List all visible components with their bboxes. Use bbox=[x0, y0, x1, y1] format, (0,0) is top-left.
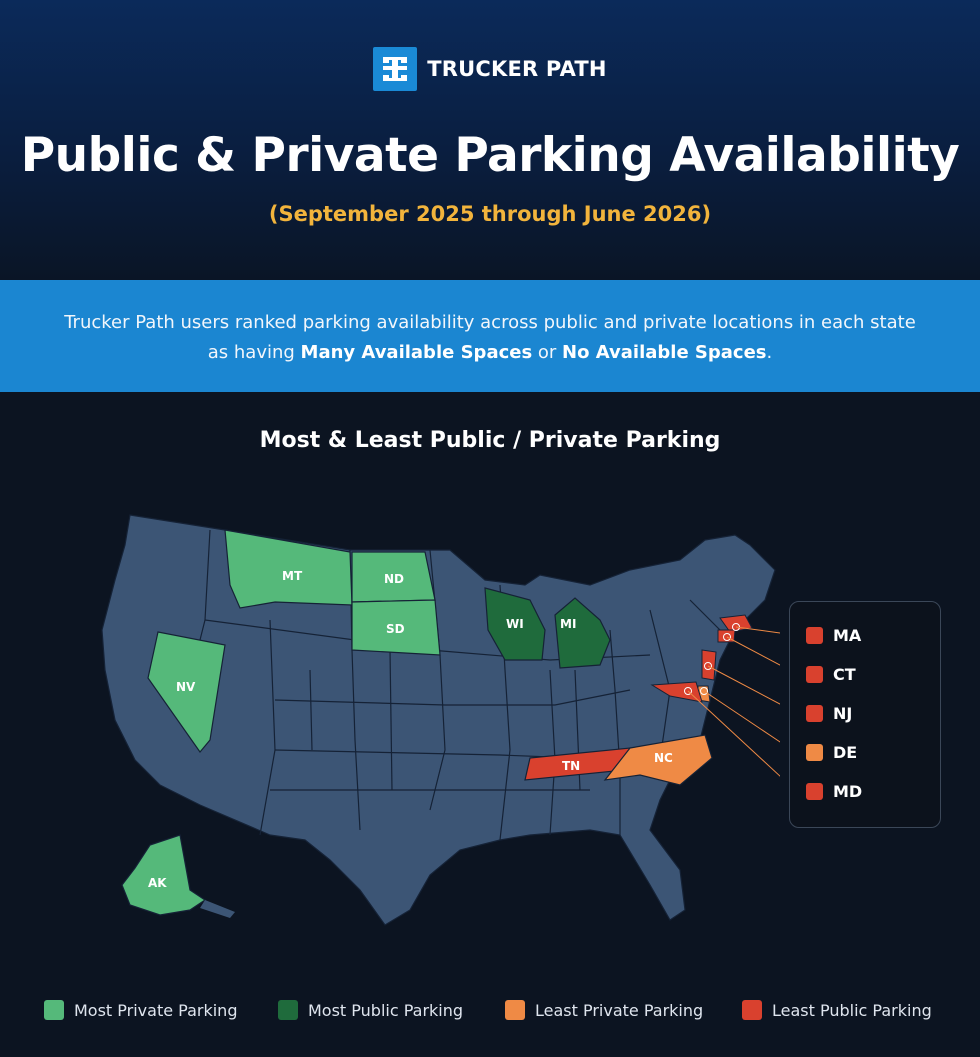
intro-bold-none: No Available Spaces bbox=[562, 342, 767, 363]
legend-label-least-public: Least Public Parking bbox=[772, 1000, 932, 1020]
callout-item-ct: CT bbox=[806, 665, 856, 684]
label-mi: MI bbox=[560, 617, 576, 631]
brand: TRUCKER PATH bbox=[0, 47, 980, 91]
brand-name: TRUCKER PATH bbox=[427, 57, 607, 81]
map-title: Most & Least Public / Private Parking bbox=[259, 428, 721, 453]
legend-swatch-most-private bbox=[44, 1000, 64, 1020]
callout-markers bbox=[684, 623, 780, 777]
intro-suffix: . bbox=[766, 342, 773, 363]
legend-label-most-private: Most Private Parking bbox=[74, 1000, 238, 1020]
label-nc: NC bbox=[654, 751, 673, 765]
label-ak: AK bbox=[148, 876, 167, 890]
label-sd: SD bbox=[386, 622, 405, 636]
label-mt: MT bbox=[282, 569, 303, 583]
callout-swatch-ct bbox=[806, 666, 823, 683]
callout-label-de: DE bbox=[833, 743, 858, 762]
legend-item-most-public: Most Public Parking bbox=[278, 1000, 463, 1020]
intro-middle: or bbox=[532, 342, 563, 363]
callout-legend: MA CT NJ DE MD bbox=[789, 601, 941, 828]
callout-swatch-md bbox=[806, 783, 823, 800]
trucker-path-logo-icon bbox=[373, 47, 418, 91]
state-sd bbox=[351, 599, 441, 656]
callout-label-md: MD bbox=[833, 782, 863, 801]
callout-item-ma: MA bbox=[806, 626, 861, 645]
intro-band: Trucker Path users ranked parking availa… bbox=[0, 280, 980, 392]
label-nd: ND bbox=[384, 572, 404, 586]
state-md bbox=[650, 681, 703, 703]
legend-label-least-private: Least Private Parking bbox=[535, 1000, 704, 1020]
legend-swatch-least-public bbox=[742, 1000, 762, 1020]
state-wi bbox=[484, 587, 546, 661]
state-mi bbox=[554, 597, 611, 669]
page-subtitle: (September 2025 through June 2026) bbox=[268, 202, 712, 226]
callout-swatch-ma bbox=[806, 627, 823, 644]
callout-label-ma: MA bbox=[833, 626, 862, 645]
state-ak bbox=[121, 834, 207, 916]
legend-label-most-public: Most Public Parking bbox=[308, 1000, 464, 1020]
legend-swatch-least-private bbox=[505, 1000, 525, 1020]
label-wi: WI bbox=[506, 617, 524, 631]
us-map: MT ND SD NV WI MI TN NC AK bbox=[101, 514, 780, 926]
callout-swatch-de bbox=[806, 744, 823, 761]
callout-label-nj: NJ bbox=[833, 704, 853, 723]
state-nv bbox=[147, 631, 226, 753]
us-mainland bbox=[101, 514, 776, 926]
intro-bold-many: Many Available Spaces bbox=[300, 342, 533, 363]
legend-item-least-private: Least Private Parking bbox=[505, 1000, 703, 1020]
header: TRUCKER PATH Public & Private Parking Av… bbox=[0, 0, 980, 280]
callout-item-nj: NJ bbox=[806, 704, 852, 723]
intro-text: Trucker Path users ranked parking availa… bbox=[60, 308, 920, 368]
callout-swatch-nj bbox=[806, 705, 823, 722]
state-mt bbox=[224, 529, 353, 609]
intro-prefix: Trucker Path users ranked parking availa… bbox=[64, 312, 916, 363]
label-nv: NV bbox=[176, 680, 196, 694]
state-nj bbox=[701, 649, 717, 681]
alaska-islands bbox=[200, 900, 235, 918]
callout-label-ct: CT bbox=[833, 665, 856, 684]
legend-swatch-most-public bbox=[278, 1000, 298, 1020]
legend-item-least-public: Least Public Parking bbox=[742, 1000, 932, 1020]
legend-item-most-private: Most Private Parking bbox=[44, 1000, 237, 1020]
state-nc bbox=[603, 734, 713, 786]
callout-item-de: DE bbox=[806, 743, 857, 762]
page-title: Public & Private Parking Availability bbox=[20, 128, 960, 183]
label-tn: TN bbox=[562, 759, 580, 773]
callout-item-md: MD bbox=[806, 782, 862, 801]
